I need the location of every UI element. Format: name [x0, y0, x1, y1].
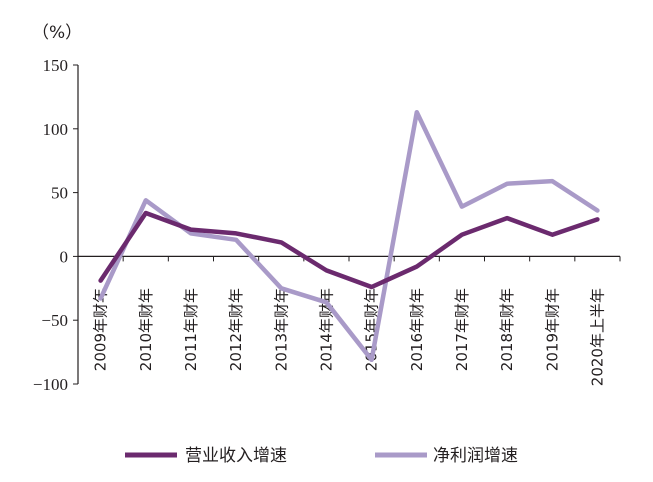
- y-tick-label: −50: [41, 311, 68, 330]
- y-tick-label: −100: [33, 375, 68, 394]
- x-category-label: 2009年财年: [92, 288, 110, 371]
- y-axis-unit-label: （%）: [32, 23, 82, 43]
- legend: 营业收入增速 净利润增速: [125, 446, 518, 466]
- x-category-label: 2012年财年: [227, 288, 245, 371]
- legend-label: 净利润增速: [433, 446, 518, 466]
- y-tick-label: 50: [51, 184, 68, 203]
- y-tick-label: 100: [43, 120, 69, 139]
- x-category-label: 2010年财年: [137, 288, 155, 371]
- x-axis-labels: 2009年财年 2010年财年 2011年财年 2012年财年 2013年财年 2014年…: [92, 288, 607, 386]
- x-category-label: 2020年上半年: [588, 288, 606, 386]
- legend-label: 营业收入增速: [185, 446, 287, 466]
- x-category-label: 2018年财年: [498, 288, 516, 371]
- x-category-label: 2011年财年: [182, 288, 200, 371]
- y-tick-label: 0: [60, 247, 69, 266]
- x-category-label: 2016年财年: [408, 288, 426, 371]
- x-category-label: 2019年财年: [543, 288, 561, 371]
- series-lines: [98, 109, 600, 363]
- series-line-net-profit-growth: [98, 109, 600, 363]
- x-category-label: 2015年财年: [363, 288, 381, 371]
- y-axis-ticks: 150 100 50 0 −50 −100: [33, 56, 78, 394]
- y-tick-label: 150: [43, 56, 69, 75]
- x-category-label: 2013年财年: [272, 288, 290, 371]
- series-line-revenue-growth: [98, 210, 600, 290]
- x-category-label: 2017年财年: [453, 288, 471, 371]
- axes: [77, 65, 621, 384]
